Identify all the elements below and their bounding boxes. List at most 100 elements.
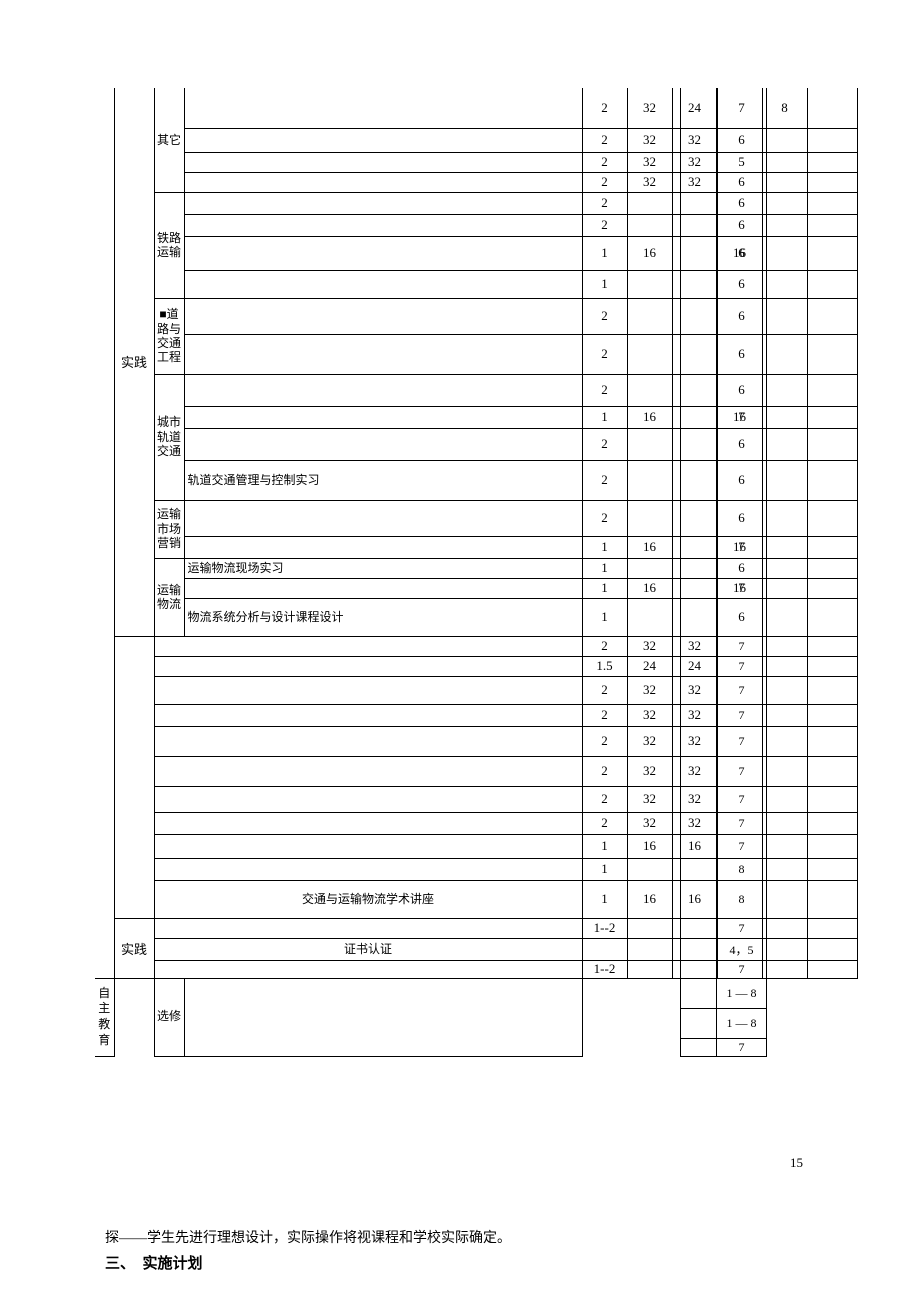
- table-cell: 2: [582, 704, 627, 726]
- table-cell: [762, 460, 807, 500]
- table-cell: 2: [582, 192, 627, 214]
- table-cell: 2: [582, 298, 627, 334]
- table-cell: 7: [717, 578, 767, 598]
- table-cell: [807, 500, 857, 536]
- table-cell: [681, 428, 717, 460]
- table-cell: 16: [627, 880, 672, 918]
- table-cell: [807, 960, 857, 978]
- table-cell: [807, 726, 857, 756]
- table-cell: 轨道交通管理与控制实习: [184, 460, 582, 500]
- table-cell: [681, 558, 717, 578]
- table-cell: [184, 172, 582, 192]
- table-cell: [762, 558, 807, 578]
- table-cell: 6: [717, 298, 767, 334]
- table-cell: [681, 756, 717, 786]
- table-cell: 8: [762, 88, 807, 128]
- table-cell: 4，5: [717, 938, 767, 960]
- table-cell: [807, 636, 857, 656]
- right-number-table: 76566666666766676767777777778874，571 — 8…: [680, 88, 767, 1057]
- table-cell: 1: [582, 578, 627, 598]
- table-cell: 6: [717, 500, 767, 536]
- table-cell: 7: [717, 756, 767, 786]
- table-cell: [184, 334, 582, 374]
- table-cell: [154, 834, 582, 858]
- table-cell: [762, 374, 807, 406]
- table-cell: 2: [582, 786, 627, 812]
- table-cell: [184, 298, 582, 334]
- table-cell: [807, 598, 857, 636]
- table-cell: [582, 938, 627, 960]
- table-cell: 2: [582, 676, 627, 704]
- table-cell: 32: [627, 128, 672, 152]
- table-cell: 6: [717, 128, 767, 152]
- table-cell: [762, 756, 807, 786]
- table-cell: [681, 172, 717, 192]
- table-cell: [184, 428, 582, 460]
- table-cell: 1: [582, 598, 627, 636]
- table-cell: [762, 834, 807, 858]
- table-cell: [807, 460, 857, 500]
- table-cell: [762, 880, 807, 918]
- table-cell: [762, 786, 807, 812]
- table-cell: [762, 960, 807, 978]
- table-cell: 8: [717, 858, 767, 880]
- table-cell: [184, 270, 582, 298]
- table-cell: [681, 214, 717, 236]
- table-cell: [807, 558, 857, 578]
- table-cell: [681, 834, 717, 858]
- table-cell: [627, 558, 672, 578]
- table-cell: 1: [582, 834, 627, 858]
- practice-block-label: 实践: [114, 918, 154, 978]
- table-cell: [681, 786, 717, 812]
- table-cell: [807, 406, 857, 428]
- table-cell: [681, 656, 717, 676]
- table-cell: 7: [717, 88, 767, 128]
- table-cell: [807, 192, 857, 214]
- table-cell: [762, 192, 807, 214]
- table-cell: 7: [717, 656, 767, 676]
- table-cell: 32: [627, 704, 672, 726]
- table-cell: [627, 500, 672, 536]
- table-cell: [762, 938, 807, 960]
- table-cell: [184, 536, 582, 558]
- table-cell: [762, 726, 807, 756]
- table-cell: 7: [717, 636, 767, 656]
- table-cell: [681, 978, 717, 1008]
- table-cell: 6: [717, 236, 767, 270]
- table-cell: 1: [582, 270, 627, 298]
- table-cell: [154, 636, 582, 656]
- table-cell: [681, 128, 717, 152]
- table-cell: [681, 152, 717, 172]
- table-cell: [184, 978, 582, 1056]
- table-cell: [184, 578, 582, 598]
- table-cell: 2: [582, 152, 627, 172]
- table-cell: [762, 214, 807, 236]
- table-cell: [762, 298, 807, 334]
- table-cell: 证书认证: [154, 938, 582, 960]
- table-cell: [184, 236, 582, 270]
- subcategory-label: ■道路与交通工程: [154, 298, 184, 374]
- table-cell: [627, 270, 672, 298]
- table-cell: [114, 978, 154, 1056]
- table-cell: [762, 152, 807, 172]
- table-cell: [807, 786, 857, 812]
- table-cell: 6: [717, 172, 767, 192]
- table-cell: [184, 374, 582, 406]
- table-cell: [681, 374, 717, 406]
- table-cell: 1--2: [582, 960, 627, 978]
- table-cell: 7: [717, 704, 767, 726]
- table-cell: [807, 334, 857, 374]
- table-cell: 1: [582, 236, 627, 270]
- subcategory-label: 其它: [154, 88, 184, 192]
- table-cell: 7: [717, 786, 767, 812]
- table-cell: [807, 704, 857, 726]
- table-cell: [807, 578, 857, 598]
- table-cell: 2: [582, 88, 627, 128]
- table-cell: [807, 214, 857, 236]
- table-cell: [154, 676, 582, 704]
- table-cell: [762, 578, 807, 598]
- table-cell: [807, 536, 857, 558]
- table-cell: [762, 428, 807, 460]
- table-cell: [627, 598, 672, 636]
- table-cell: 16: [627, 236, 672, 270]
